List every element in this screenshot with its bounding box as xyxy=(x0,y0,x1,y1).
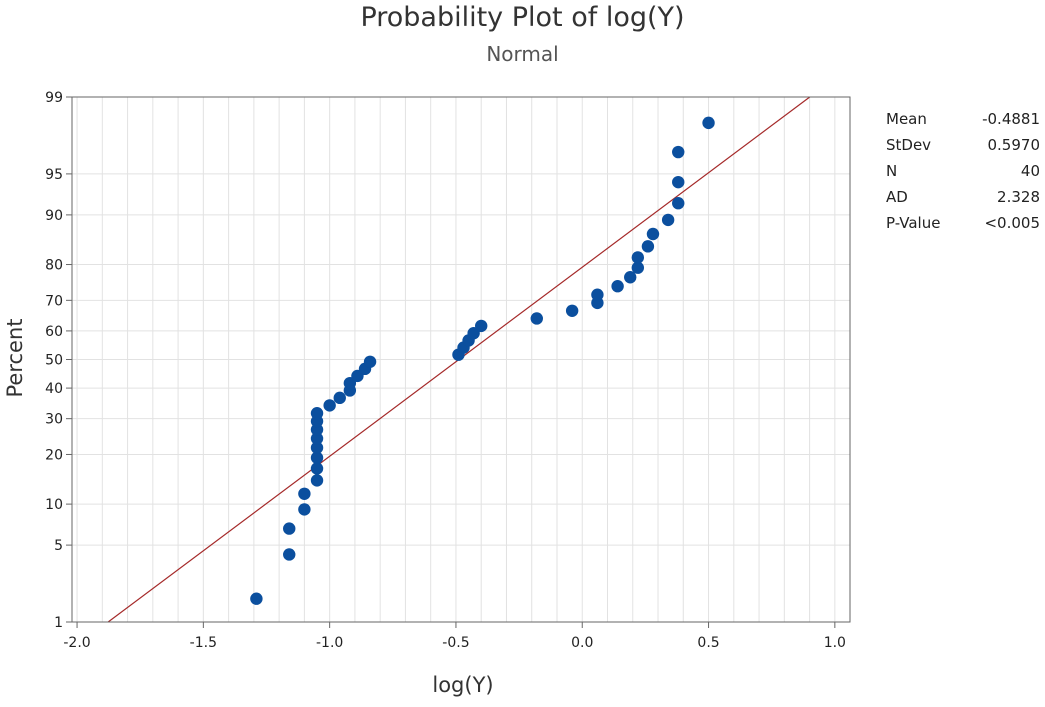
data-point xyxy=(298,487,311,500)
data-point xyxy=(475,319,488,333)
stat-value: <0.005 xyxy=(984,214,1040,232)
data-point xyxy=(310,451,324,464)
y-tick-label: 70 xyxy=(45,293,63,309)
y-tick-label: 95 xyxy=(45,167,63,183)
y-tick-label: 30 xyxy=(45,412,63,428)
data-point xyxy=(310,432,324,445)
data-point xyxy=(624,271,637,284)
data-point xyxy=(310,407,324,420)
x-tick-label: 1.0 xyxy=(824,635,846,651)
data-point xyxy=(611,280,624,293)
stat-label: StDev xyxy=(886,136,932,154)
stat-label: N xyxy=(886,162,898,180)
data-point xyxy=(702,116,715,130)
stat-value: -0.4881 xyxy=(982,110,1040,128)
chart-subtitle: Normal xyxy=(486,42,559,66)
data-point xyxy=(631,261,645,274)
data-point xyxy=(672,145,685,159)
data-point xyxy=(323,399,336,412)
stat-value: 2.328 xyxy=(997,188,1040,206)
data-point xyxy=(530,312,543,325)
chart-title: Probability Plot of log(Y) xyxy=(360,2,685,33)
y-tick-label: 50 xyxy=(45,353,63,369)
stat-label: Mean xyxy=(886,110,927,128)
stat-value: 40 xyxy=(1020,162,1040,180)
data-point xyxy=(310,441,324,454)
y-tick-label: 80 xyxy=(45,258,63,274)
x-tick-label: 0.0 xyxy=(571,635,593,651)
data-point xyxy=(672,175,685,189)
y-tick-label: 1 xyxy=(54,615,63,631)
data-point xyxy=(310,462,324,475)
data-point xyxy=(298,503,311,516)
y-tick-label: 10 xyxy=(45,497,63,513)
data-point xyxy=(333,391,346,405)
y-axis-ticks: 1 5 10 20 30 40 50 60 70 80 90 95 99 xyxy=(45,90,72,631)
stat-value: 0.5970 xyxy=(987,136,1041,154)
data-point xyxy=(591,288,604,301)
y-tick-label: 99 xyxy=(45,90,63,106)
data-point xyxy=(641,240,655,253)
y-tick-label: 90 xyxy=(45,208,63,224)
data-point xyxy=(661,213,675,227)
stat-label: P-Value xyxy=(886,214,941,232)
y-axis-label: Percent xyxy=(3,318,27,397)
x-tick-label: -2.0 xyxy=(63,635,90,651)
stat-label: AD xyxy=(886,188,908,206)
y-tick-label: 20 xyxy=(45,447,63,463)
y-tick-label: 40 xyxy=(45,381,63,397)
data-points xyxy=(250,116,715,605)
x-tick-label: -1.5 xyxy=(190,635,217,651)
data-point xyxy=(283,548,296,561)
x-axis-ticks: -2.0 -1.5 -1.0 -0.5 0.0 0.5 1.0 xyxy=(63,622,846,651)
y-tick-label: 5 xyxy=(54,538,63,554)
x-tick-label: -0.5 xyxy=(442,635,469,651)
data-point xyxy=(565,304,579,317)
y-tick-label: 60 xyxy=(45,324,63,340)
data-point xyxy=(283,522,296,535)
x-tick-label: -1.0 xyxy=(316,635,343,651)
x-tick-label: 0.5 xyxy=(697,635,719,651)
data-point xyxy=(363,355,377,368)
data-point xyxy=(631,251,645,264)
data-point xyxy=(250,592,263,605)
x-axis-label: log(Y) xyxy=(432,673,493,697)
data-point xyxy=(310,474,324,487)
data-point xyxy=(646,227,660,241)
data-point xyxy=(672,197,685,210)
